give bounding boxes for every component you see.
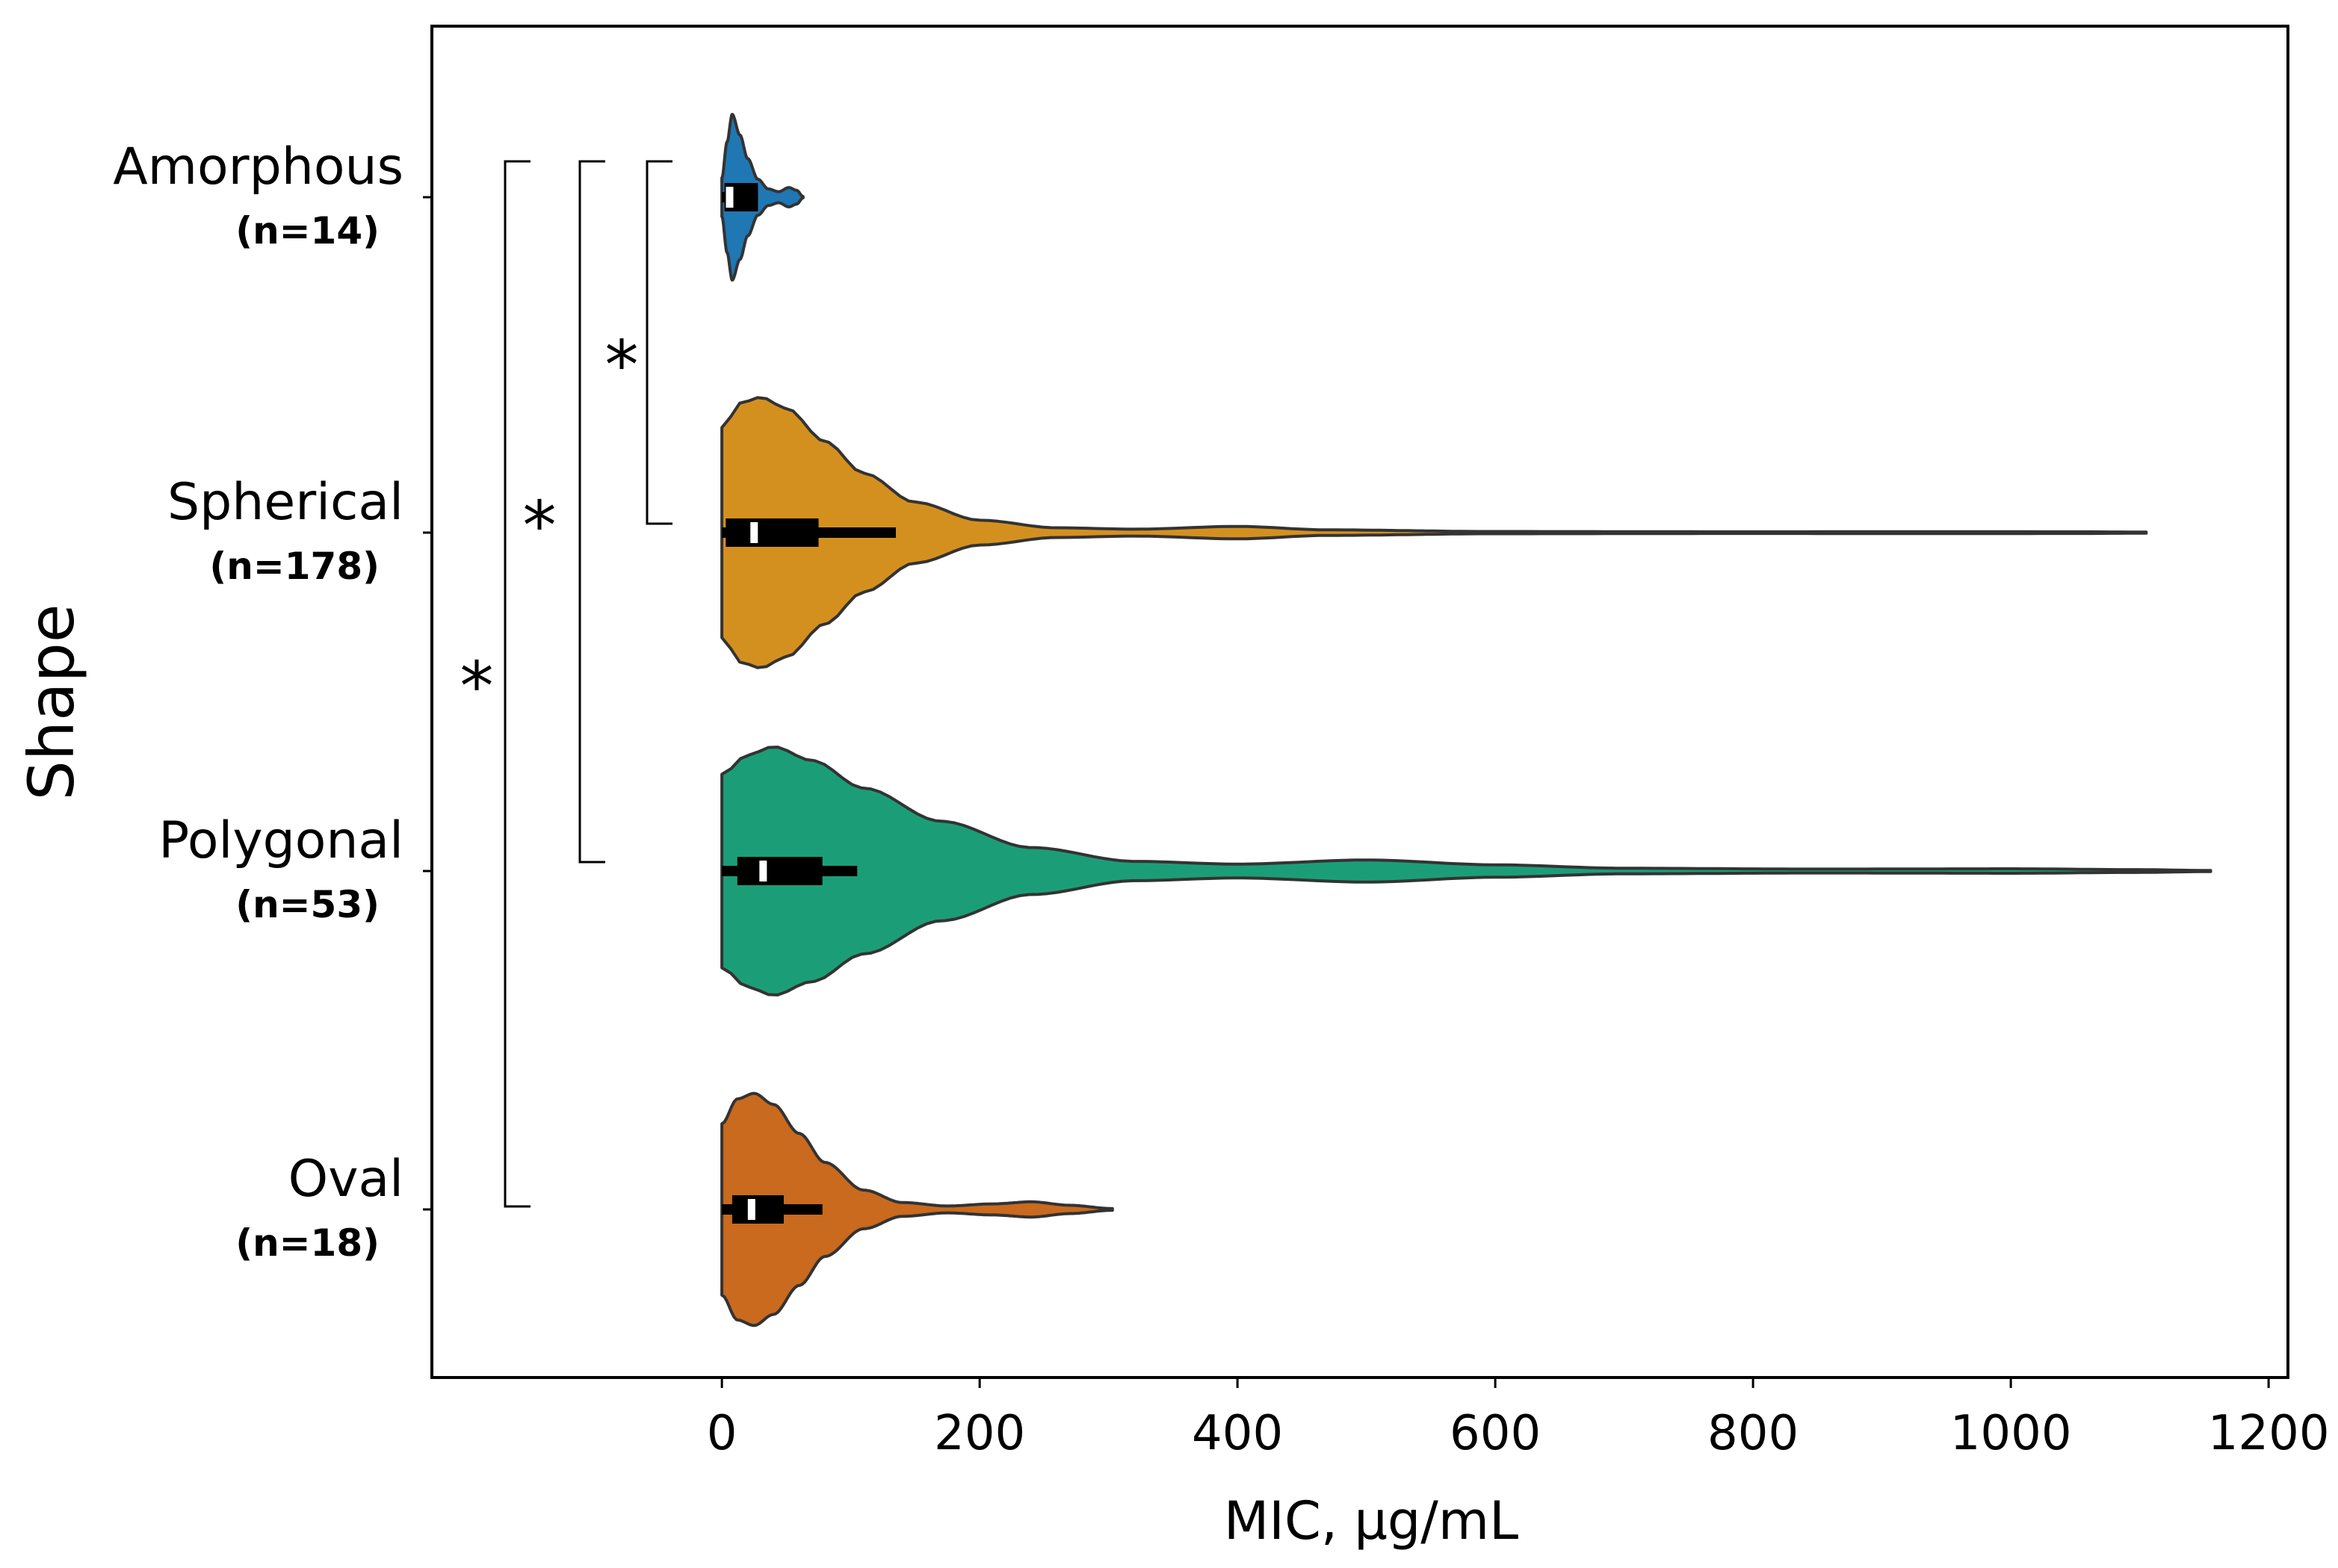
y-axis-labels: Amorphous (n=14) Spherical (n=178) Polygonal… (113, 137, 432, 1265)
iqr-box-spherical (726, 518, 819, 547)
category-label-amorphous: Amorphous (113, 137, 403, 196)
x-tick-label-1000: 1000 (1950, 1406, 2072, 1461)
x-tick-label-0: 0 (707, 1406, 737, 1461)
median-marker-oval (747, 1199, 755, 1220)
violin-spherical (720, 396, 2148, 669)
box-layer (722, 183, 896, 1224)
n-label-spherical: (n=178) (209, 545, 380, 588)
significance-bracket-1 (646, 160, 672, 525)
plot-frame (430, 25, 2289, 1379)
significance-star-1: * (605, 326, 639, 405)
n-label-amorphous: (n=14) (235, 209, 380, 252)
median-marker-spherical (750, 522, 758, 543)
x-tick-label-200: 200 (934, 1406, 1025, 1461)
x-tick-label-600: 600 (1450, 1406, 1541, 1461)
y-axis-title: Shape (15, 604, 88, 800)
significance-star-2: * (523, 487, 557, 565)
n-label-polygonal: (n=53) (235, 883, 380, 926)
significance-bracket-3 (504, 160, 531, 1208)
iqr-box-polygonal (737, 857, 823, 885)
median-marker-polygonal (759, 861, 767, 881)
significance-bracket-2 (578, 160, 605, 864)
x-tick-label-800: 800 (1707, 1406, 1799, 1461)
significance-star-3: * (460, 648, 494, 726)
median-marker-amorphous (726, 187, 734, 208)
x-tick-label-1200: 1200 (2208, 1406, 2330, 1461)
x-tick-label-400: 400 (1192, 1406, 1283, 1461)
violin-layer (720, 113, 2212, 1327)
x-axis-title: MIC, µg/mL (1224, 1490, 1518, 1552)
violin-polygonal (720, 746, 2212, 997)
category-label-spherical: Spherical (167, 473, 403, 532)
significance-layer: * * * (460, 160, 672, 1208)
n-label-oval: (n=18) (235, 1221, 380, 1265)
category-label-oval: Oval (288, 1150, 403, 1209)
x-axis: 0 200 400 600 800 1000 1200 (707, 1378, 2330, 1461)
violin-oval (720, 1091, 1114, 1327)
iqr-box-oval (732, 1195, 784, 1224)
violin-amorphous (720, 113, 805, 282)
category-label-polygonal: Polygonal (158, 811, 403, 870)
